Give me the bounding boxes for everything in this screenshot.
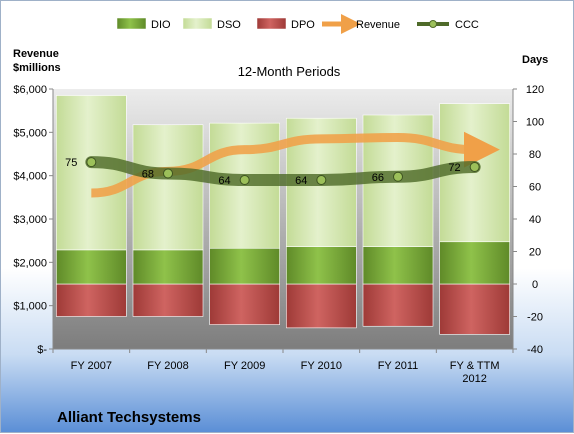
bar-dso	[132, 124, 204, 251]
left-tick-label: $-	[37, 344, 47, 356]
bar-dio	[209, 247, 280, 285]
bar-dio	[132, 249, 204, 285]
legend-label-dso: DSO	[217, 19, 241, 31]
ccc-data-label: 72	[448, 162, 460, 174]
ccc-data-label: 64	[218, 175, 230, 187]
right-tick-label: 20	[529, 247, 541, 259]
bar-dio	[439, 241, 510, 285]
right-axis: -40 -20 0 20 40 60 80 100 120	[512, 84, 544, 356]
x-tick-label: FY 2009	[224, 360, 265, 372]
chart-title: 12-Month Periods	[238, 64, 341, 79]
x-tick-label: FY 2008	[147, 360, 188, 372]
bar-dio	[362, 246, 434, 285]
right-tick-label: 100	[526, 117, 544, 129]
ccc-data-label: 64	[295, 175, 307, 187]
company-name: Alliant Techsystems	[57, 409, 201, 426]
bar-dpo	[362, 283, 434, 327]
ccc-point	[393, 171, 403, 182]
left-tick-label: $3,000	[13, 214, 47, 226]
ccc-point	[86, 157, 97, 168]
ccc-data-label: 66	[372, 172, 384, 184]
ccc-point	[239, 175, 250, 185]
ccc-group: 75 68 64 64 66 72	[65, 156, 481, 187]
right-tick-label: -20	[527, 312, 543, 324]
left-axis-title-line2: $millions	[13, 62, 61, 74]
ccc-line	[85, 156, 481, 187]
x-tick-label: FY 2007	[71, 360, 112, 372]
left-tick-label: $5,000	[13, 127, 47, 139]
bar-dpo	[132, 283, 204, 317]
right-tick-label: 40	[529, 214, 541, 226]
left-axis-title-line1: Revenue	[13, 48, 59, 60]
left-tick-label: $6,000	[13, 84, 47, 96]
legend: DIO DSO DPO Revenue CCC	[116, 14, 479, 34]
x-tick-label: FY 2011	[378, 360, 419, 372]
bar-dpo	[56, 283, 127, 317]
right-tick-label: 120	[526, 84, 544, 96]
right-tick-label: 0	[532, 279, 538, 291]
ccc-data-label: 75	[65, 157, 77, 169]
legend-label-revenue: Revenue	[356, 19, 400, 31]
ccc-point	[469, 162, 480, 172]
x-axis: FY 2007 FY 2008 FY 2009 FY 2010 FY 2011 FY & …	[52, 348, 514, 385]
legend-swatch-dpo	[256, 17, 287, 30]
legend-swatch-dso	[182, 17, 213, 30]
bar-dio	[286, 246, 357, 285]
legend-label-dio: DIO	[151, 19, 171, 31]
legend-swatch-ccc-marker	[429, 20, 437, 28]
bar-dpo	[286, 283, 357, 329]
bar-dio	[56, 249, 127, 285]
bar-dpo	[209, 283, 280, 325]
ccc-data-label: 68	[142, 169, 154, 181]
x-tick-label: FY 2010	[301, 360, 342, 372]
right-tick-label: -40	[527, 344, 543, 356]
left-axis: $- $1,000 $2,000 $3,000 $4,000 $5,000 $6,000	[13, 84, 54, 356]
bar-dso	[56, 95, 127, 251]
x-tick-label: 2012	[462, 373, 486, 385]
ccc-point	[163, 168, 173, 179]
right-tick-label: 60	[529, 182, 541, 194]
bar-dpo	[439, 283, 510, 335]
legend-swatch-dio	[116, 17, 147, 30]
right-axis-title: Days	[522, 54, 548, 66]
left-tick-label: $1,000	[13, 301, 47, 313]
left-tick-label: $4,000	[13, 171, 47, 183]
legend-label-ccc: CCC	[455, 19, 479, 31]
right-tick-label: 80	[529, 149, 541, 161]
legend-label-dpo: DPO	[291, 19, 315, 31]
plot-area	[53, 89, 513, 349]
ccc-point	[316, 175, 327, 185]
left-tick-label: $2,000	[13, 257, 47, 269]
x-tick-label: FY & TTM	[450, 360, 500, 372]
